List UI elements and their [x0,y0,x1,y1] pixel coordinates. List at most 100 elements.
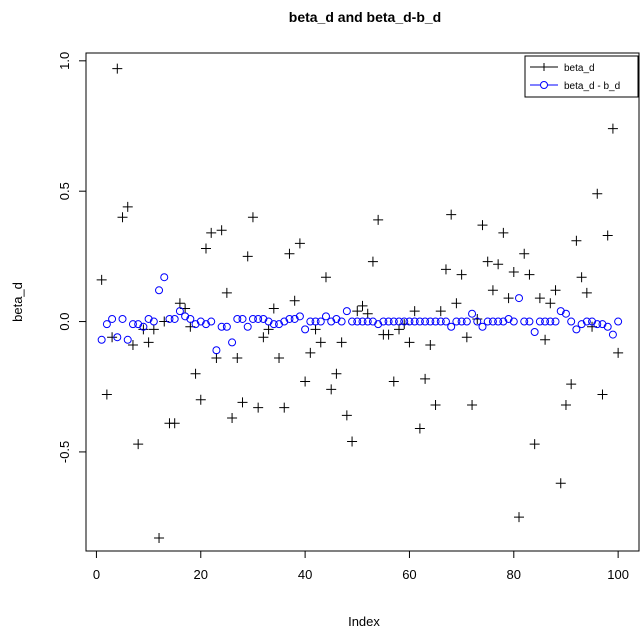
point-beta-d-b-d [175,307,184,316]
point-beta-d [409,306,420,317]
point-beta-d-b-d [551,317,560,326]
legend-box [524,55,639,98]
point-beta-d-b-d [389,317,398,326]
point-beta-d [404,337,415,348]
series-beta-d-minus-b-d [97,273,623,355]
point-beta-d-b-d [113,333,122,342]
point-beta-d [127,340,138,351]
point-beta-d [232,353,243,364]
point-beta-d [279,402,290,413]
x-tick-label: 40 [298,567,312,582]
point-beta-d-b-d [280,317,289,326]
point-beta-d-b-d [170,314,179,323]
point-beta-d [508,267,519,278]
point-beta-d [195,394,206,405]
point-beta-d-b-d [295,312,304,321]
point-beta-d [451,298,462,309]
y-tick-label: 0.0 [57,313,72,331]
point-beta-d-b-d [410,317,419,326]
point-beta-d [487,285,498,296]
point-beta-d [571,235,582,246]
point-beta-d [357,300,368,311]
point-beta-d-b-d [400,317,409,326]
x-tick-label: 80 [507,567,521,582]
point-beta-d-b-d [123,335,132,344]
point-beta-d-b-d [233,314,242,323]
point-beta-d [529,439,540,450]
x-tick-label: 20 [194,567,208,582]
y-axis: -0.5 0.0 0.5 1.0 [57,52,87,463]
point-beta-d [430,399,441,410]
point-beta-d [305,347,316,358]
point-beta-d [242,251,253,262]
point-beta-d [534,293,545,304]
point-beta-d [519,248,530,259]
point-beta-d-b-d [447,322,456,331]
point-beta-d [560,399,571,410]
point-beta-d-b-d [483,317,492,326]
point-beta-d-b-d [228,338,237,347]
point-beta-d-b-d [415,317,424,326]
point-beta-d-b-d [222,322,231,331]
point-beta-d-b-d [269,320,278,329]
point-beta-d-b-d [405,317,414,326]
point-beta-d-b-d [436,317,445,326]
point-beta-d [268,303,279,314]
x-axis: 0 20 40 60 80 100 [93,550,629,582]
point-beta-d-b-d [155,286,164,295]
point-beta-d-b-d [395,317,404,326]
point-beta-d-b-d [478,322,487,331]
series-beta-d [96,63,624,543]
point-beta-d-b-d [457,317,466,326]
point-beta-d [613,347,624,358]
point-beta-d [566,379,577,390]
point-beta-d-b-d [97,335,106,344]
legend-label-beta-d-b-d: beta_d - b_d [564,81,620,92]
point-beta-d [367,256,378,267]
point-beta-d-b-d [285,314,294,323]
point-beta-d [461,332,472,343]
point-beta-d [143,337,154,348]
point-beta-d-b-d [212,346,221,355]
point-beta-d-b-d [577,320,586,329]
point-beta-d [148,324,159,335]
point-beta-d-b-d [217,322,226,331]
point-beta-d-b-d [525,317,534,326]
point-beta-d-b-d [441,317,450,326]
point-beta-d [440,264,451,275]
point-beta-d-b-d [509,317,518,326]
point-beta-d-b-d [499,317,508,326]
legend: beta_d beta_d - b_d [524,55,639,98]
point-beta-d [206,227,217,238]
point-beta-d-b-d [316,317,325,326]
point-beta-d-b-d [520,317,529,326]
point-beta-d [514,512,525,523]
y-tick-label: 1.0 [57,52,72,70]
point-beta-d-b-d [468,309,477,318]
point-beta-d-b-d [259,314,268,323]
point-beta-d [545,298,556,309]
x-tick-label: 100 [607,567,629,582]
point-beta-d-b-d [337,317,346,326]
point-beta-d [112,63,123,74]
point-beta-d [524,269,535,280]
point-beta-d-b-d [196,317,205,326]
point-beta-d [467,399,478,410]
point-beta-d [341,410,352,421]
point-beta-d [347,436,358,447]
point-beta-d [331,368,342,379]
point-beta-d [101,389,112,400]
point-beta-d [138,324,149,335]
point-beta-d [294,238,305,249]
point-beta-d-b-d [181,312,190,321]
point-beta-d-b-d [379,317,388,326]
point-beta-d-b-d [567,317,576,326]
point-beta-d [315,337,326,348]
point-beta-d [247,212,258,223]
point-beta-d-b-d [368,317,377,326]
point-beta-d [253,402,264,413]
point-beta-d [289,295,300,306]
x-tick-label: 60 [402,567,416,582]
point-beta-d-b-d [191,320,200,329]
point-beta-d [221,287,232,298]
